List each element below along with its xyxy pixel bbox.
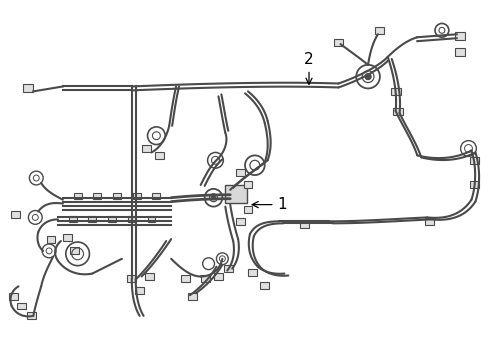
Bar <box>201 275 210 282</box>
Bar <box>128 216 136 222</box>
Bar <box>392 108 402 114</box>
Bar <box>142 145 151 152</box>
Bar <box>244 181 252 188</box>
Bar <box>135 287 144 294</box>
Bar <box>214 273 223 280</box>
Bar <box>391 88 400 95</box>
Bar <box>11 211 20 218</box>
Bar <box>455 32 465 40</box>
Bar <box>181 275 190 282</box>
Text: 1: 1 <box>252 197 287 212</box>
Bar <box>152 193 160 199</box>
Bar <box>24 85 33 93</box>
Bar <box>145 273 154 280</box>
Bar <box>17 302 26 310</box>
Circle shape <box>365 74 371 80</box>
Bar <box>47 236 55 243</box>
Bar <box>133 193 141 199</box>
Bar <box>94 193 101 199</box>
Bar <box>188 293 197 300</box>
Bar <box>113 193 121 199</box>
Bar <box>127 275 136 282</box>
Bar <box>300 221 309 228</box>
Bar <box>27 312 36 319</box>
Bar <box>69 216 76 222</box>
Bar <box>155 152 164 159</box>
Bar <box>470 157 479 164</box>
Bar <box>244 206 252 213</box>
Bar <box>225 185 247 203</box>
Bar <box>425 218 434 225</box>
Text: 2: 2 <box>304 52 314 84</box>
Bar <box>147 216 155 222</box>
Bar <box>260 282 269 289</box>
Bar <box>455 48 465 56</box>
Bar <box>70 247 79 254</box>
Bar <box>63 234 72 240</box>
Bar <box>74 193 81 199</box>
Bar <box>236 169 245 176</box>
Bar <box>334 39 343 46</box>
Bar <box>236 218 245 225</box>
Bar <box>375 27 384 34</box>
Bar <box>224 265 233 272</box>
Bar <box>108 216 116 222</box>
Bar <box>89 216 97 222</box>
Bar <box>248 269 257 276</box>
Bar <box>470 181 479 188</box>
Circle shape <box>212 196 216 200</box>
Bar <box>9 293 18 300</box>
